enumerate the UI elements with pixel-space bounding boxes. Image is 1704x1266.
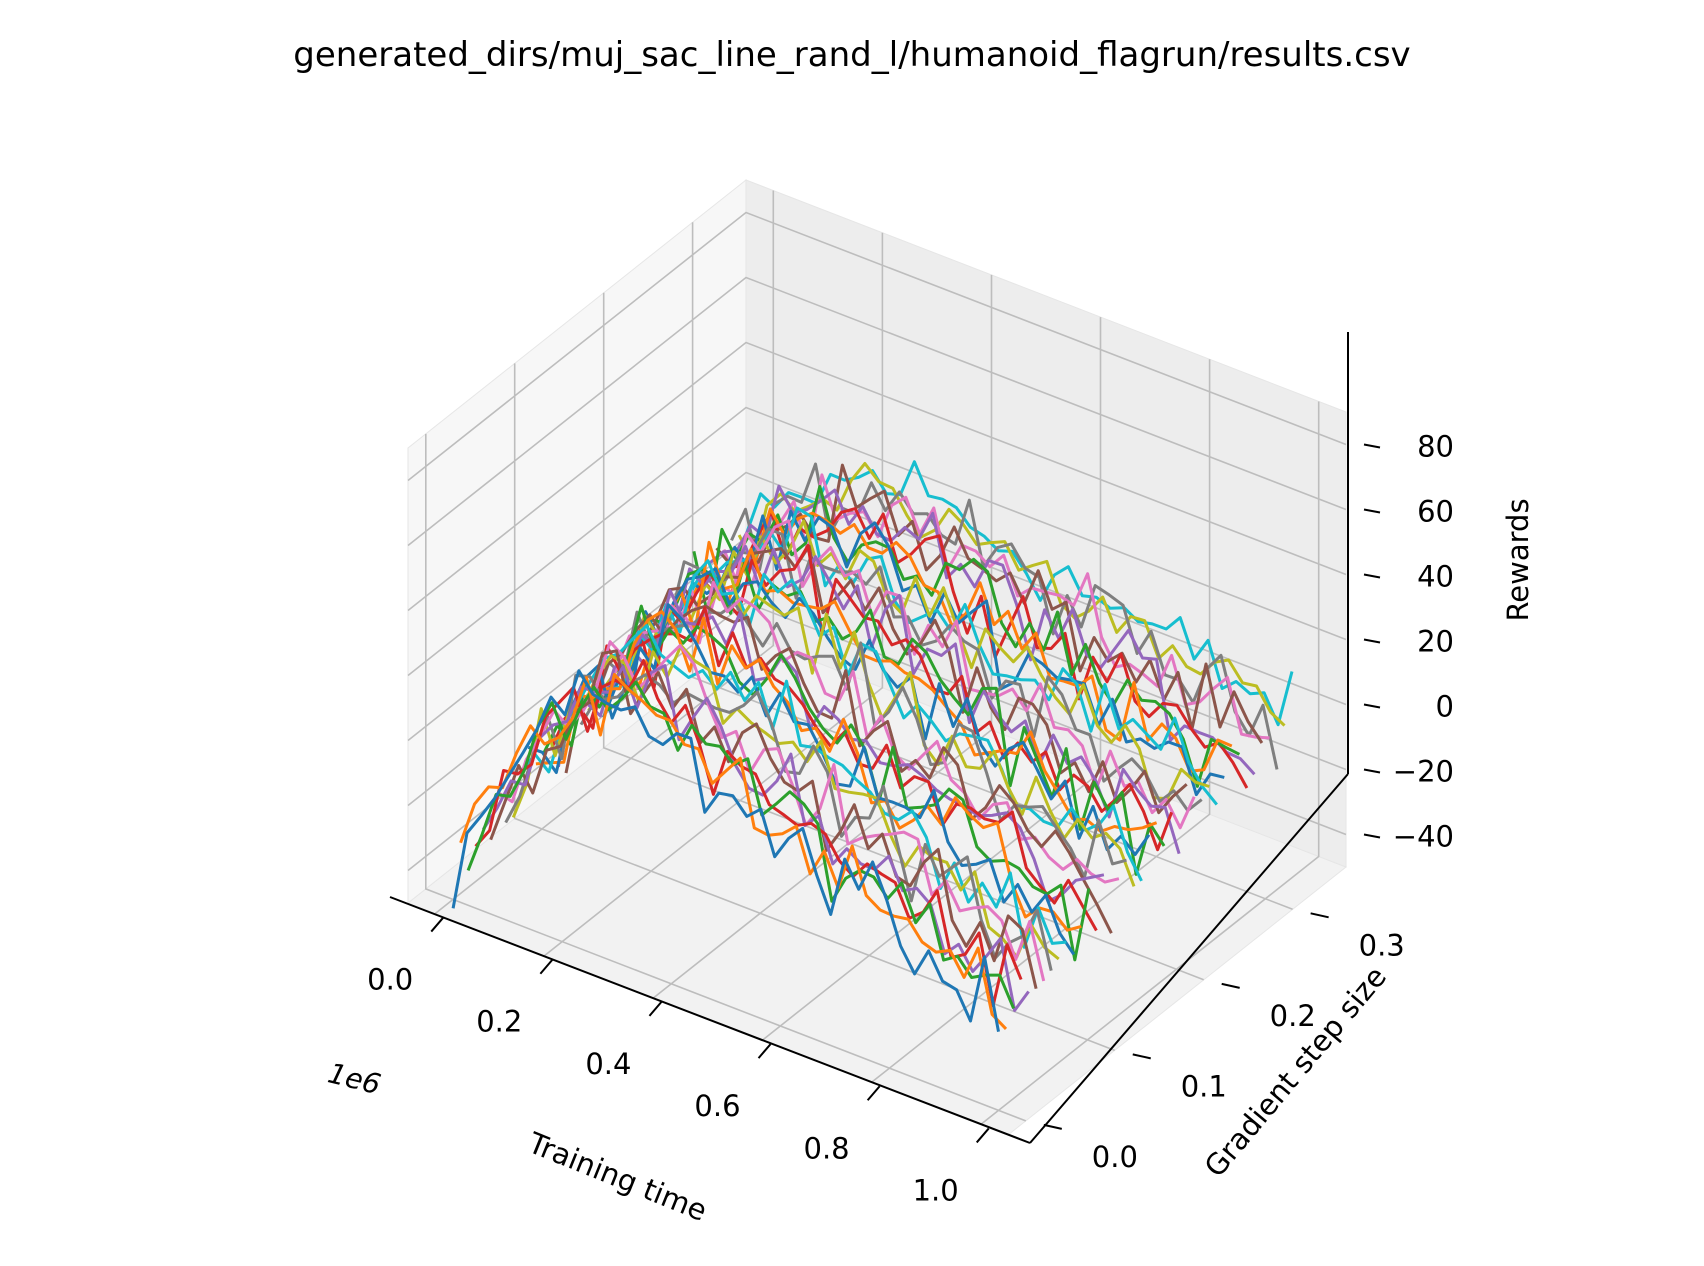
z-tick-label: −40 bbox=[1393, 820, 1454, 854]
z-tick-label: 0 bbox=[1436, 690, 1454, 724]
x-gridline bbox=[434, 190, 775, 915]
x-tick-label: 0.0 bbox=[367, 963, 413, 997]
z-tick-label: 20 bbox=[1417, 625, 1454, 659]
x-gridline bbox=[543, 232, 884, 957]
x-tick-label: 0.2 bbox=[476, 1005, 522, 1039]
z-tick-label: 80 bbox=[1417, 430, 1454, 464]
x-tick-label: 0.4 bbox=[585, 1047, 631, 1081]
x-tick bbox=[648, 1001, 663, 1017]
series-line bbox=[474, 659, 1023, 1008]
z-tick bbox=[1363, 703, 1381, 709]
z-tick bbox=[1363, 573, 1381, 579]
y-tick-label: 0.0 bbox=[1092, 1140, 1138, 1174]
y-tick-label: 0.1 bbox=[1181, 1069, 1227, 1103]
y-tick bbox=[1310, 912, 1329, 919]
z-tick bbox=[1363, 443, 1381, 449]
z-gridline bbox=[407, 406, 1347, 677]
series-line bbox=[549, 606, 1098, 932]
series-line bbox=[459, 673, 1008, 1030]
x-tick bbox=[975, 1127, 990, 1144]
series-line bbox=[564, 604, 1113, 934]
y-axis-line bbox=[1029, 773, 1349, 1144]
axis-lines bbox=[389, 332, 1381, 1144]
y-tick-label: 0.3 bbox=[1359, 928, 1405, 962]
x-tick bbox=[757, 1043, 772, 1059]
z-tick bbox=[1363, 768, 1381, 774]
x-axis-line bbox=[389, 896, 1031, 1144]
series-line bbox=[595, 559, 1143, 882]
y-axis-label: Gradient step size bbox=[1198, 960, 1394, 1184]
x-gridline bbox=[980, 401, 1320, 1126]
z-tick bbox=[1363, 508, 1381, 514]
y-gridline bbox=[424, 433, 1027, 1122]
x-tick-label: 0.6 bbox=[694, 1089, 740, 1123]
x-tick bbox=[430, 916, 445, 933]
chart-title: generated_dirs/muj_sac_line_rand_l/human… bbox=[293, 35, 1410, 75]
x-tick bbox=[539, 959, 554, 975]
x-tick-label: 0.8 bbox=[804, 1131, 850, 1165]
z-gridline bbox=[407, 211, 1347, 482]
series-line bbox=[451, 669, 1000, 1032]
z-tick-label: −20 bbox=[1393, 755, 1454, 789]
x-tick bbox=[866, 1085, 881, 1101]
y-tick bbox=[1221, 982, 1240, 989]
z-tick-label: 60 bbox=[1417, 495, 1454, 529]
z-axis-label: Rewards bbox=[1501, 498, 1535, 621]
series-line bbox=[745, 460, 1294, 727]
x-tick-label: 1.0 bbox=[913, 1173, 959, 1207]
y-tick-label: 0.2 bbox=[1270, 999, 1316, 1033]
z-gridline bbox=[407, 341, 1347, 612]
x-gridline bbox=[871, 359, 1211, 1083]
x-axis-label: Training time bbox=[523, 1125, 712, 1228]
y-gridline bbox=[691, 222, 1293, 911]
z-gridline bbox=[407, 276, 1347, 547]
y-tick bbox=[1132, 1053, 1151, 1060]
series-line bbox=[685, 507, 1233, 773]
series-group bbox=[451, 460, 1294, 1032]
tick-labels: 0.0 0.2 0.4 0.6 0.8 1.0 0.0 0.1 0.2 0.3 −40 −20 0 20 4… bbox=[367, 430, 1454, 1208]
z-tick bbox=[1363, 638, 1381, 644]
x-offset-label: 1e6 bbox=[325, 1056, 384, 1101]
series-line bbox=[542, 604, 1091, 962]
z-tick-label: 40 bbox=[1417, 560, 1454, 594]
series-line bbox=[609, 540, 1158, 833]
y-tick bbox=[1043, 1123, 1063, 1130]
z-tick bbox=[1363, 833, 1381, 839]
